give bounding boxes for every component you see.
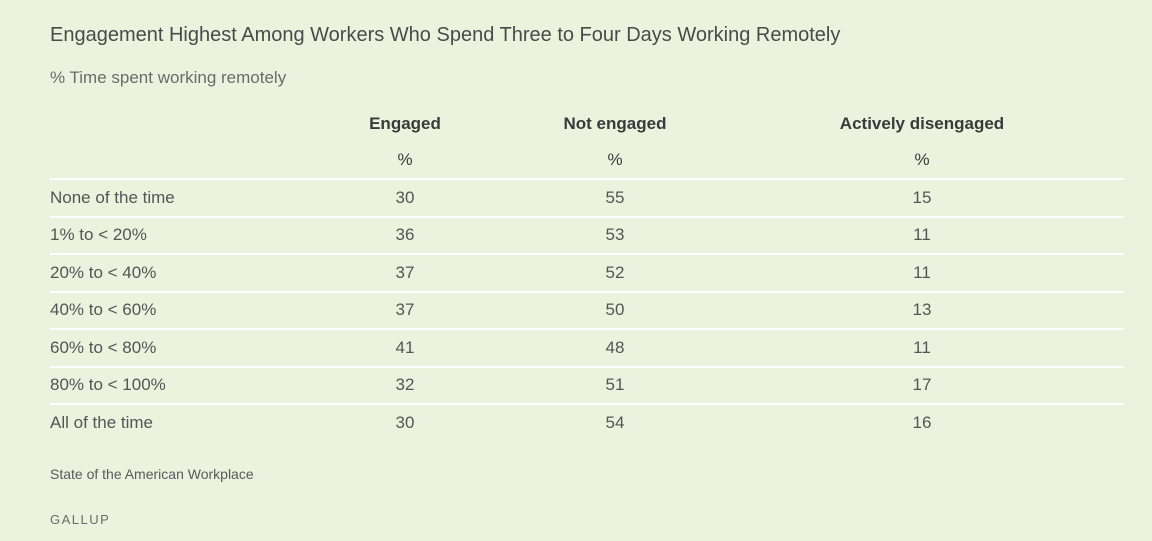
actively-disengaged-value: 13 <box>720 290 1124 329</box>
not-engaged-value: 52 <box>510 253 720 292</box>
brand-logo: GALLUP <box>50 512 111 527</box>
row-label: 60% to < 80% <box>50 328 300 367</box>
unit-label: % <box>397 150 413 169</box>
not-engaged-value: 50 <box>510 290 720 329</box>
engaged-value: 37 <box>300 290 510 329</box>
engaged-value: 32 <box>300 365 510 404</box>
chart-title: Engagement Highest Among Workers Who Spe… <box>50 24 841 46</box>
row-label: All of the time <box>50 403 300 441</box>
table-row: 60% to < 80% 41 48 11 <box>50 328 1124 367</box>
header-corner <box>50 106 300 142</box>
row-label: 1% to < 20% <box>50 215 300 254</box>
actively-disengaged-value: 11 <box>720 215 1124 254</box>
not-engaged-value: 53 <box>510 215 720 254</box>
column-header-not-engaged: Not engaged <box>563 114 667 133</box>
table-row: 40% to < 60% 37 50 13 <box>50 290 1124 329</box>
unit-label: % <box>607 150 623 169</box>
table-row: All of the time 30 54 16 <box>50 403 1124 441</box>
units-corner <box>50 142 300 179</box>
not-engaged-value: 54 <box>510 403 720 441</box>
engaged-value: 36 <box>300 215 510 254</box>
not-engaged-value: 51 <box>510 365 720 404</box>
actively-disengaged-value: 17 <box>720 365 1124 404</box>
data-table: Engaged Not engaged Actively disengaged … <box>50 106 1124 441</box>
row-label: 40% to < 60% <box>50 290 300 329</box>
engaged-value: 37 <box>300 253 510 292</box>
header-row: Engaged Not engaged Actively disengaged <box>50 106 1124 142</box>
table-body: None of the time 30 55 15 1% to < 20% 36 53 11 2… <box>50 178 1124 441</box>
column-header-engaged: Engaged <box>369 114 441 133</box>
actively-disengaged-value: 11 <box>720 253 1124 292</box>
column-header-actively-disengaged: Actively disengaged <box>839 114 1005 133</box>
row-label: 20% to < 40% <box>50 253 300 292</box>
row-label: None of the time <box>50 178 300 217</box>
actively-disengaged-value: 15 <box>720 178 1124 217</box>
engaged-value: 41 <box>300 328 510 367</box>
not-engaged-value: 55 <box>510 178 720 217</box>
not-engaged-value: 48 <box>510 328 720 367</box>
actively-disengaged-value: 16 <box>720 403 1124 441</box>
table-row: 80% to < 100% 32 51 17 <box>50 365 1124 404</box>
engaged-value: 30 <box>300 178 510 217</box>
table-row: 20% to < 40% 37 52 11 <box>50 253 1124 292</box>
engaged-value: 30 <box>300 403 510 441</box>
row-label: 80% to < 100% <box>50 365 300 404</box>
chart-subtitle: % Time spent working remotely <box>50 68 287 87</box>
source-note: State of the American Workplace <box>50 466 254 482</box>
table-row: None of the time 30 55 15 <box>50 178 1124 217</box>
actively-disengaged-value: 11 <box>720 328 1124 367</box>
table-row: 1% to < 20% 36 53 11 <box>50 215 1124 254</box>
units-row: % % % <box>50 142 1124 179</box>
unit-label: % <box>914 150 930 169</box>
